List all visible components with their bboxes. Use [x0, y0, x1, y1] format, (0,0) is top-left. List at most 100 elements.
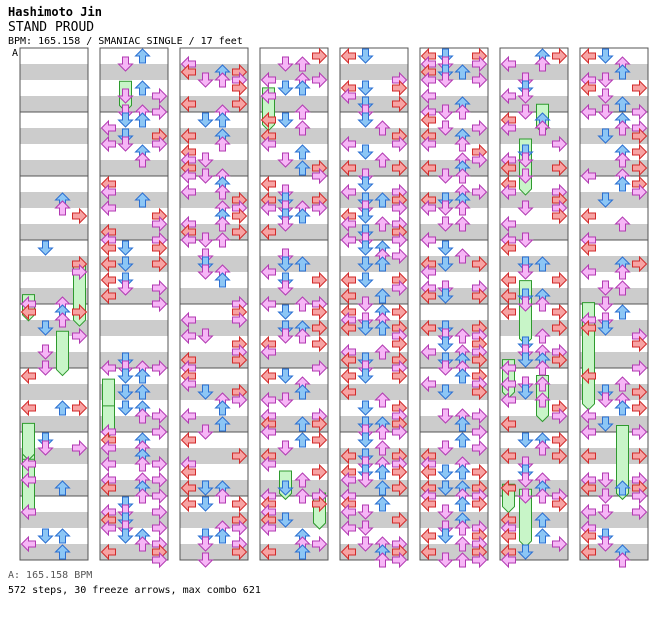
beat-stripe: [340, 160, 408, 176]
step-arrow-right: [472, 151, 488, 169]
step-arrow-right: [152, 503, 168, 521]
step-arrow-up: [214, 272, 231, 288]
step-arrow-right: [312, 495, 328, 513]
step-arrow-up: [134, 488, 151, 504]
beat-stripe: [340, 544, 408, 560]
step-arrow-down: [517, 384, 534, 400]
step-arrow-down: [277, 368, 294, 384]
step-arrow-right: [312, 271, 328, 289]
step-arrow-up: [134, 192, 151, 208]
step-arrow-up: [134, 408, 151, 424]
chart-column: [339, 47, 409, 561]
beat-stripe: [100, 256, 168, 272]
step-arrow-down: [517, 232, 534, 248]
step-arrow-left: [420, 87, 436, 105]
step-arrow-right: [152, 519, 168, 537]
beat-stripe: [20, 544, 88, 560]
step-arrow-down: [597, 88, 614, 104]
step-arrow-right: [72, 399, 88, 417]
step-arrow-left: [340, 287, 356, 305]
step-arrow-left: [260, 367, 276, 385]
step-arrow-left: [420, 463, 436, 481]
step-arrow-up: [54, 528, 71, 544]
freeze-arrow: [56, 330, 69, 377]
beat-stripe: [100, 512, 168, 528]
step-arrow-right: [632, 143, 648, 161]
step-arrow-down: [197, 384, 214, 400]
step-arrow-down: [517, 168, 534, 184]
step-arrow-up: [454, 368, 471, 384]
step-arrow-down: [117, 56, 134, 72]
step-arrow-up: [374, 256, 391, 272]
step-arrow-up: [134, 384, 151, 400]
beat-stripe: [340, 480, 408, 496]
step-arrow-down: [277, 304, 294, 320]
step-arrow-right: [392, 135, 408, 153]
step-arrow-down: [197, 152, 214, 168]
step-arrow-right: [472, 183, 488, 201]
step-arrow-left: [420, 199, 436, 217]
step-arrow-down: [357, 520, 374, 536]
step-arrow-left: [260, 135, 276, 153]
step-arrow-up: [454, 168, 471, 184]
beat-stripe: [20, 384, 88, 400]
step-arrow-right: [472, 119, 488, 137]
beat-stripe: [340, 96, 408, 112]
step-arrow-left: [340, 543, 356, 561]
step-arrow-right: [152, 295, 168, 313]
step-arrow-left: [100, 543, 116, 561]
beat-stripe: [100, 384, 168, 400]
beat-stripe: [20, 96, 88, 112]
step-arrow-left: [500, 287, 516, 305]
beat-stripe: [420, 192, 488, 208]
chart-column: [259, 47, 329, 561]
step-arrow-left: [100, 199, 116, 217]
step-arrow-down: [597, 48, 614, 64]
step-arrow-right: [632, 359, 648, 377]
beat-stripe: [260, 512, 328, 528]
step-arrow-right: [632, 103, 648, 121]
step-arrow-down: [277, 56, 294, 72]
step-arrow-left: [20, 503, 36, 521]
step-arrow-left: [100, 455, 116, 473]
beat-stripe: [580, 416, 648, 432]
step-arrow-up: [614, 176, 631, 192]
beat-stripe: [260, 448, 328, 464]
step-arrow-up: [454, 200, 471, 216]
step-arrow-left: [500, 551, 516, 569]
beat-stripe: [340, 256, 408, 272]
beat-stripe: [20, 64, 88, 80]
beat-stripe: [420, 512, 488, 528]
step-arrow-up: [294, 384, 311, 400]
step-arrow-down: [197, 480, 214, 496]
step-arrow-right: [632, 503, 648, 521]
beat-stripe: [500, 352, 568, 368]
beat-stripe: [500, 288, 568, 304]
beat-stripe: [180, 256, 248, 272]
step-arrow-left: [500, 303, 516, 321]
step-arrow-left: [260, 223, 276, 241]
step-arrow-left: [500, 215, 516, 233]
step-arrow-up: [214, 112, 231, 128]
beat-stripe: [260, 128, 328, 144]
step-arrow-left: [260, 455, 276, 473]
step-arrow-down: [437, 288, 454, 304]
step-arrow-left: [580, 527, 596, 545]
step-arrow-left: [100, 287, 116, 305]
step-arrow-right: [632, 423, 648, 441]
chart-column: [179, 47, 249, 561]
step-arrow-down: [117, 384, 134, 400]
step-arrow-left: [500, 527, 516, 545]
step-arrow-right: [152, 279, 168, 297]
step-arrow-down: [597, 504, 614, 520]
step-arrow-left: [420, 527, 436, 545]
step-arrow-up: [214, 400, 231, 416]
beat-stripe: [180, 384, 248, 400]
step-arrow-left: [500, 55, 516, 73]
step-arrow-left: [340, 135, 356, 153]
step-arrow-down: [117, 112, 134, 128]
beat-stripe: [180, 160, 248, 176]
step-arrow-down: [357, 208, 374, 224]
step-arrow-up: [134, 368, 151, 384]
step-arrow-up: [294, 296, 311, 312]
